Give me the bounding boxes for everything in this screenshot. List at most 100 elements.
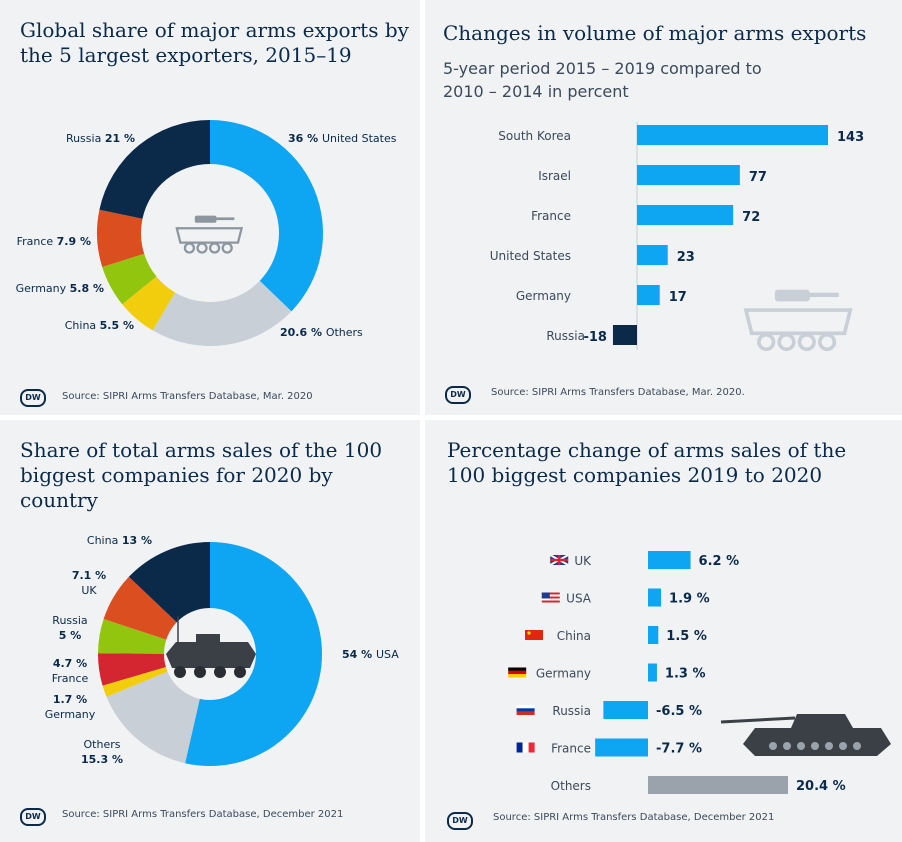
donut-chart-exports: 36 % United States 20.6 % Others China 5.5… xyxy=(16,120,397,346)
slice-label: Russia xyxy=(52,614,87,627)
slice-label: 1.7 % xyxy=(53,693,87,706)
slice-label: France xyxy=(52,672,89,685)
panel-title: Share of total arms sales of the 100 big… xyxy=(20,438,383,512)
value-label: -6.5 % xyxy=(656,704,702,719)
exports-slice-china xyxy=(122,276,175,331)
category-label: Germany xyxy=(516,289,571,303)
france-flag-icon xyxy=(516,742,535,753)
bar-china xyxy=(648,626,659,644)
source-note: Source: SIPRI Arms Transfers Database, M… xyxy=(491,387,745,398)
value-label: 17 xyxy=(669,290,687,305)
category-label: South Korea xyxy=(498,129,571,143)
usa-flag-icon xyxy=(541,592,560,603)
china-flag-icon xyxy=(525,630,543,640)
dw-logo: DW xyxy=(447,812,473,830)
panel-title: Changes in volume of major arms exports xyxy=(443,21,867,45)
slice-label: 15.3 % xyxy=(81,753,123,766)
uk-flag-icon xyxy=(549,554,569,566)
category-label: China xyxy=(557,629,591,643)
category-label: Russia xyxy=(552,704,591,718)
donut-chart-companies: 54 % USA Others 15.3 % 1.7 % Germany 4.7 % Fra… xyxy=(45,534,399,766)
panel-title: Percentage change of arms sales of the 1… xyxy=(447,438,847,487)
value-label: 1.5 % xyxy=(666,629,707,644)
slice-label: Russia 21 % xyxy=(66,132,135,145)
companies-slice-usa xyxy=(185,542,323,766)
slice-label: Germany 5.8 % xyxy=(16,282,104,295)
companies-slice-others xyxy=(106,671,200,764)
bar-france xyxy=(595,738,648,757)
russia-flag-icon xyxy=(516,705,535,715)
bar-chart-sales-change: UK 6.2 % USA 1.9 % China 1.5 % Germany 1.3 % Rus… xyxy=(508,551,891,794)
category-label: Germany xyxy=(536,667,591,681)
value-label: 77 xyxy=(749,170,767,185)
armored-vehicle-icon xyxy=(175,215,244,254)
slice-label: UK xyxy=(81,584,97,597)
category-label: France xyxy=(531,209,571,223)
companies-slice-uk xyxy=(103,576,177,640)
companies-slice-germany xyxy=(102,667,168,697)
value-label: 6.2 % xyxy=(699,554,740,569)
exports-slice-united-states xyxy=(210,120,324,312)
value-label: 72 xyxy=(742,210,760,225)
companies-slice-russia xyxy=(98,618,167,654)
source-note: Source: SIPRI Arms Transfers Database, D… xyxy=(62,809,344,820)
value-label: 1.3 % xyxy=(665,667,706,682)
panel-volume-changes: Changes in volume of major arms exports … xyxy=(425,0,902,415)
value-label: 143 xyxy=(837,130,864,145)
dw-logo: DW xyxy=(20,389,46,407)
slice-label: China 5.5 % xyxy=(65,319,134,332)
bar-germany xyxy=(637,285,660,305)
germany-flag-icon xyxy=(508,667,527,678)
slice-label: France 7.9 % xyxy=(17,235,91,248)
slice-label: Germany xyxy=(45,708,96,721)
value-label: -18 xyxy=(583,330,607,345)
panel-global-share: Global share of major arms exports by th… xyxy=(0,0,420,415)
bar-israel xyxy=(637,165,740,185)
value-label: 20.4 % xyxy=(796,779,846,794)
panel-subtitle: 5-year period 2015 – 2019 compared to 20… xyxy=(443,59,762,101)
armored-vehicle-icon xyxy=(166,616,256,678)
exports-slice-germany xyxy=(102,253,157,305)
category-label: USA xyxy=(566,592,592,606)
companies-slice-france xyxy=(98,653,166,686)
bar-russia xyxy=(603,701,648,719)
slice-label: 7.1 % xyxy=(72,569,106,582)
slice-label: 4.7 % xyxy=(53,657,87,670)
exports-slice-russia xyxy=(99,120,210,219)
panel-title: Global share of major arms exports by th… xyxy=(20,18,409,67)
exports-slice-france xyxy=(97,209,145,267)
category-label: Russia xyxy=(546,329,585,343)
slice-label: 54 % USA xyxy=(342,648,399,661)
category-label: UK xyxy=(574,554,592,568)
bar-chart-volume: South Korea 143 Israel 77 France 72 United Sta… xyxy=(490,122,864,352)
bar-usa xyxy=(648,588,662,607)
slice-label: 20.6 % Others xyxy=(280,326,363,339)
category-label: France xyxy=(551,742,591,756)
bar-others xyxy=(648,776,788,794)
companies-slice-china xyxy=(128,542,210,623)
armored-vehicle-icon xyxy=(743,289,853,352)
slice-label: 36 % United States xyxy=(288,132,397,145)
slice-label: Others xyxy=(84,738,121,751)
value-label: 23 xyxy=(677,250,695,265)
panel-company-share: Share of total arms sales of the 100 big… xyxy=(0,420,420,842)
category-label: United States xyxy=(490,249,571,263)
value-label: -7.7 % xyxy=(656,742,702,757)
bar-france xyxy=(637,205,734,225)
slice-label: China 13 % xyxy=(87,534,152,547)
bar-germany xyxy=(648,663,657,682)
bar-uk xyxy=(648,551,691,569)
slice-label: 5 % xyxy=(59,629,82,642)
category-label: Others xyxy=(551,779,591,793)
bar-united-states xyxy=(637,245,668,265)
bar-south-korea xyxy=(637,125,828,145)
source-note: Source: SIPRI Arms Transfers Database, D… xyxy=(493,812,775,823)
bar-russia xyxy=(612,325,637,345)
panel-sales-change: Percentage change of arms sales of the 1… xyxy=(425,420,902,842)
value-label: 1.9 % xyxy=(669,592,710,607)
category-label: Israel xyxy=(538,169,571,183)
exports-slice-others xyxy=(152,280,292,346)
dw-logo: DW xyxy=(445,386,471,404)
dw-logo: DW xyxy=(20,808,46,826)
source-note: Source: SIPRI Arms Transfers Database, M… xyxy=(62,391,313,402)
